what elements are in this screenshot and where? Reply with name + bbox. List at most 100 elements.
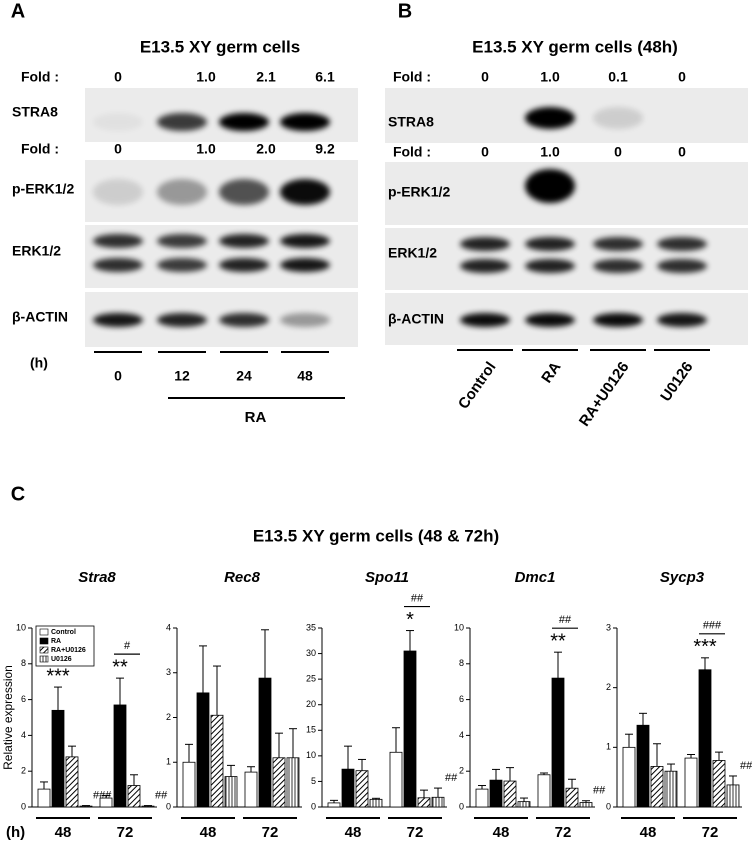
y-tick-label: 4 [166, 622, 171, 632]
bar [684, 757, 698, 808]
blot [385, 228, 748, 290]
band [157, 113, 207, 131]
band [593, 107, 643, 129]
band [525, 169, 575, 203]
significance: * [406, 609, 414, 631]
significance: ## [445, 772, 458, 784]
fold-value: 0 [481, 69, 489, 85]
band [460, 313, 510, 327]
y-tick-label: 0 [606, 801, 611, 811]
y-tick-label: 15 [306, 725, 316, 735]
panel-title: E13.5 XY germ cells (48h) [472, 37, 678, 56]
legend-label: Control [51, 629, 76, 636]
bar [369, 798, 383, 808]
fold-label: Fold : [393, 144, 431, 160]
significance: ## [593, 785, 606, 797]
band [593, 237, 643, 251]
blot-label: β-ACTIN [12, 309, 68, 325]
band [525, 313, 575, 327]
y-tick-label: 2 [459, 766, 464, 776]
legend-swatch [39, 628, 49, 636]
fold-label: Fold : [21, 69, 59, 85]
panel-title: E13.5 XY germ cells (48 & 72h) [253, 526, 499, 545]
fold-value: 0 [481, 144, 489, 160]
y-tick-label: 5 [311, 776, 316, 786]
bar [127, 785, 141, 808]
band [93, 113, 143, 131]
fold-label: Fold : [21, 141, 59, 157]
x-tick-label: 48 [200, 824, 217, 841]
x-tick-label: 48 [55, 824, 72, 841]
significance: ## [155, 789, 168, 801]
y-tick-label: 4 [21, 730, 26, 740]
bar [489, 779, 503, 808]
bar [327, 802, 341, 808]
y-tick-label: 2 [606, 682, 611, 692]
y-tick-label: 30 [306, 648, 316, 658]
legend-swatch [39, 655, 49, 663]
bar [475, 788, 489, 808]
band [657, 237, 707, 251]
x-tick-label: 48 [493, 824, 510, 841]
bar [403, 650, 417, 808]
band [525, 237, 575, 251]
bar [565, 787, 579, 808]
x-tick-label: 48 [640, 824, 657, 841]
chart-title: Rec8 [224, 569, 261, 586]
legend-label: RA [51, 638, 61, 645]
y-tick-label: 6 [21, 694, 26, 704]
y-tick-label: 2 [166, 712, 171, 722]
band [219, 179, 269, 205]
lane-label: 0 [114, 368, 122, 384]
fold-value: 1.0 [196, 141, 216, 157]
x-tick-label: 72 [555, 824, 572, 841]
band [219, 313, 269, 327]
blot-label: p-ERK1/2 [388, 184, 450, 200]
band [460, 259, 510, 273]
band [93, 179, 143, 205]
y-tick-label: 35 [306, 622, 316, 632]
bar [37, 788, 51, 808]
legend-swatch [39, 637, 49, 645]
band [280, 179, 330, 205]
significance: ** [550, 630, 566, 652]
chart-title: Sycp3 [660, 569, 705, 586]
band [219, 234, 269, 248]
bar [79, 805, 93, 808]
bar [196, 692, 210, 808]
bar [286, 757, 300, 808]
band [280, 113, 330, 131]
bar [622, 746, 636, 808]
band [157, 258, 207, 272]
lane-label: RA+U0126 [576, 359, 633, 430]
bar [664, 770, 678, 808]
lane-label: RA [538, 359, 564, 387]
band [657, 313, 707, 327]
bar [210, 714, 224, 808]
band [219, 258, 269, 272]
blot-label: STRA8 [388, 114, 434, 130]
bar [579, 802, 593, 808]
bar [244, 771, 258, 808]
y-tick-label: 1 [606, 742, 611, 752]
y-tick-label: 8 [459, 658, 464, 668]
band [460, 237, 510, 251]
y-tick-label: 10 [306, 750, 316, 760]
significance: ** [112, 656, 128, 678]
bar [726, 784, 740, 808]
bar [389, 751, 403, 808]
band [280, 234, 330, 248]
bar [650, 766, 664, 808]
bar [712, 760, 726, 808]
y-tick-label: 0 [311, 801, 316, 811]
x-tick-label: 72 [117, 824, 134, 841]
y-tick-label: 6 [459, 694, 464, 704]
panel-label: C [11, 483, 25, 505]
x-tick-label: 48 [345, 824, 362, 841]
significance: # [124, 640, 131, 652]
y-tick-label: 20 [306, 699, 316, 709]
y-tick-label: 0 [166, 801, 171, 811]
fold-value: 0.1 [608, 69, 628, 85]
fold-value: 0 [678, 69, 686, 85]
y-tick-label: 10 [454, 622, 464, 632]
